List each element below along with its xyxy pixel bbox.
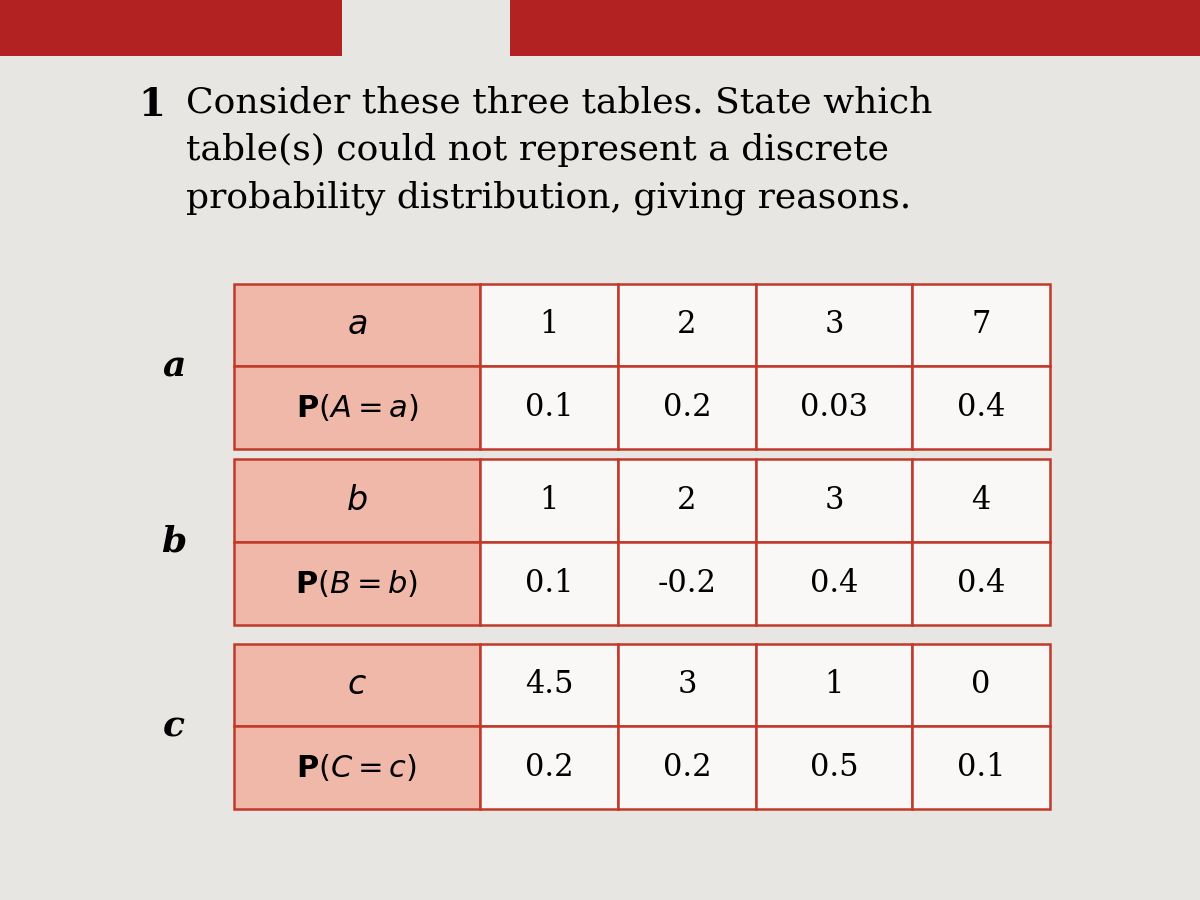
Bar xyxy=(234,366,480,449)
Bar xyxy=(510,0,1200,56)
Bar xyxy=(618,726,756,809)
Bar xyxy=(618,366,756,449)
Text: -0.2: -0.2 xyxy=(658,568,716,598)
Text: b: b xyxy=(161,525,187,559)
Bar xyxy=(480,726,618,809)
Bar xyxy=(480,366,618,449)
Text: 3: 3 xyxy=(677,670,697,700)
Text: 0: 0 xyxy=(971,670,991,700)
Text: Consider these three tables. State which
table(s) could not represent a discrete: Consider these three tables. State which… xyxy=(186,86,932,215)
Bar xyxy=(618,644,756,726)
Bar xyxy=(234,459,480,542)
Text: 0.1: 0.1 xyxy=(524,568,574,598)
Bar xyxy=(618,542,756,625)
Text: 3: 3 xyxy=(824,485,844,516)
Text: 3: 3 xyxy=(824,310,844,340)
Bar xyxy=(756,366,912,449)
Bar xyxy=(0,0,342,56)
Bar xyxy=(912,644,1050,726)
Bar xyxy=(756,284,912,366)
Bar xyxy=(912,459,1050,542)
Text: 0.4: 0.4 xyxy=(956,392,1006,423)
Bar xyxy=(480,459,618,542)
Text: 0.2: 0.2 xyxy=(662,392,712,423)
Bar xyxy=(756,726,912,809)
Text: 1: 1 xyxy=(824,670,844,700)
Text: 0.5: 0.5 xyxy=(810,752,858,783)
Text: 0.1: 0.1 xyxy=(956,752,1006,783)
Text: 2: 2 xyxy=(677,485,697,516)
Text: 4.5: 4.5 xyxy=(524,670,574,700)
Bar xyxy=(480,644,618,726)
Text: 7: 7 xyxy=(971,310,991,340)
Text: $\mathbf{P}(\mathit{C}=\mathit{c})$: $\mathbf{P}(\mathit{C}=\mathit{c})$ xyxy=(296,752,418,783)
Bar xyxy=(480,542,618,625)
Text: 0.2: 0.2 xyxy=(524,752,574,783)
Text: 0.4: 0.4 xyxy=(956,568,1006,598)
Text: 1: 1 xyxy=(138,86,166,123)
Text: 0.03: 0.03 xyxy=(800,392,868,423)
Bar xyxy=(756,644,912,726)
Text: c: c xyxy=(163,709,185,743)
Bar xyxy=(912,542,1050,625)
Bar xyxy=(912,726,1050,809)
Text: 1: 1 xyxy=(539,310,559,340)
Text: 2: 2 xyxy=(677,310,697,340)
Bar xyxy=(912,366,1050,449)
Bar xyxy=(756,542,912,625)
Text: $\mathit{b}$: $\mathit{b}$ xyxy=(347,484,367,517)
Bar xyxy=(234,644,480,726)
Bar xyxy=(234,542,480,625)
Text: 0.4: 0.4 xyxy=(810,568,858,598)
Bar xyxy=(756,459,912,542)
Text: $\mathbf{P}(\mathit{B}=\mathit{b})$: $\mathbf{P}(\mathit{B}=\mathit{b})$ xyxy=(295,568,419,598)
Text: $\mathit{c}$: $\mathit{c}$ xyxy=(347,669,367,701)
Text: 4: 4 xyxy=(971,485,991,516)
Text: $\mathbf{P}(\mathit{A}=\mathit{a})$: $\mathbf{P}(\mathit{A}=\mathit{a})$ xyxy=(295,392,419,423)
Text: 0.1: 0.1 xyxy=(524,392,574,423)
Bar xyxy=(234,284,480,366)
Text: 1: 1 xyxy=(539,485,559,516)
Text: a: a xyxy=(162,349,186,383)
Text: $\mathit{a}$: $\mathit{a}$ xyxy=(347,309,367,341)
Bar xyxy=(912,284,1050,366)
Bar xyxy=(618,459,756,542)
Text: 0.2: 0.2 xyxy=(662,752,712,783)
Bar xyxy=(480,284,618,366)
Bar xyxy=(618,284,756,366)
Bar xyxy=(234,726,480,809)
